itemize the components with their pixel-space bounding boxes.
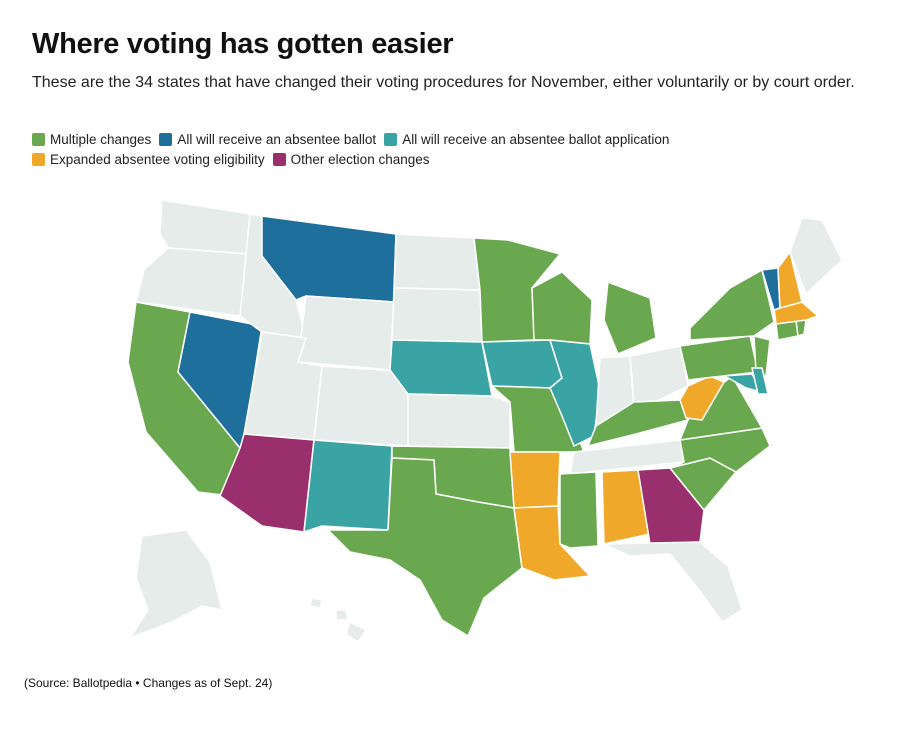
state-TX[interactable] — [327, 457, 523, 637]
legend-label-eligibility: Expanded absentee voting eligibility — [50, 151, 265, 167]
legend-item-multiple: Multiple changes — [32, 132, 151, 147]
state-WI[interactable] — [531, 271, 593, 345]
state-WY[interactable] — [297, 295, 395, 371]
state-NM[interactable] — [303, 439, 393, 533]
state-GA[interactable] — [637, 467, 705, 545]
state-MD[interactable] — [723, 373, 763, 393]
state-NE[interactable] — [389, 339, 493, 397]
state-FL[interactable] — [603, 541, 743, 623]
legend-label-application: All will receive an absentee ballot appl… — [402, 131, 670, 147]
state-LA[interactable] — [513, 505, 591, 581]
legend-label-ballot: All will receive an absentee ballot — [177, 131, 377, 147]
state-HI[interactable] — [309, 597, 367, 643]
state-MI[interactable] — [603, 281, 657, 355]
state-OH[interactable] — [629, 345, 689, 407]
state-ME[interactable] — [789, 217, 843, 295]
state-AR[interactable] — [509, 451, 561, 509]
legend-label-other: Other election changes — [290, 151, 430, 167]
state-AK[interactable] — [129, 529, 223, 639]
legend-swatch-eligibility — [32, 152, 45, 166]
state-NJ[interactable] — [753, 335, 771, 377]
state-RI[interactable] — [795, 319, 807, 337]
legend-item-application: All will receive an absentee ballot appl… — [384, 132, 669, 147]
source-note: (Source: Ballotpedia • Changes as of Sep… — [24, 676, 273, 690]
state-PA[interactable] — [679, 335, 759, 381]
state-NY[interactable] — [689, 269, 775, 341]
state-NC[interactable] — [669, 427, 771, 473]
state-SD[interactable] — [391, 287, 483, 343]
legend-item-eligibility: Expanded absentee voting eligibility — [32, 152, 265, 167]
state-ND[interactable] — [393, 233, 481, 291]
us-map — [127, 199, 843, 643]
state-NH[interactable] — [777, 251, 803, 309]
legend-swatch-other — [272, 152, 286, 166]
legend-swatch-application — [384, 132, 398, 146]
legend-item-ballot: All will receive an absentee ballot — [159, 132, 376, 147]
chart-subtitle: These are the 34 states that have change… — [32, 74, 855, 91]
legend-swatch-multiple — [32, 132, 45, 146]
legend-swatch-ballot — [159, 132, 173, 146]
legend: Multiple changes All will receive an abs… — [32, 129, 872, 169]
state-WA[interactable] — [159, 199, 251, 255]
state-IA[interactable] — [481, 339, 563, 389]
state-DE[interactable] — [751, 367, 769, 395]
legend-item-other: Other election changes — [272, 151, 430, 167]
state-MS[interactable] — [559, 471, 599, 549]
state-IL[interactable] — [549, 339, 601, 447]
chart-title: Where voting has gotten easier — [32, 28, 454, 60]
legend-label-multiple: Multiple changes — [50, 131, 152, 147]
state-KS[interactable] — [407, 393, 511, 449]
state-OR[interactable] — [135, 247, 249, 317]
